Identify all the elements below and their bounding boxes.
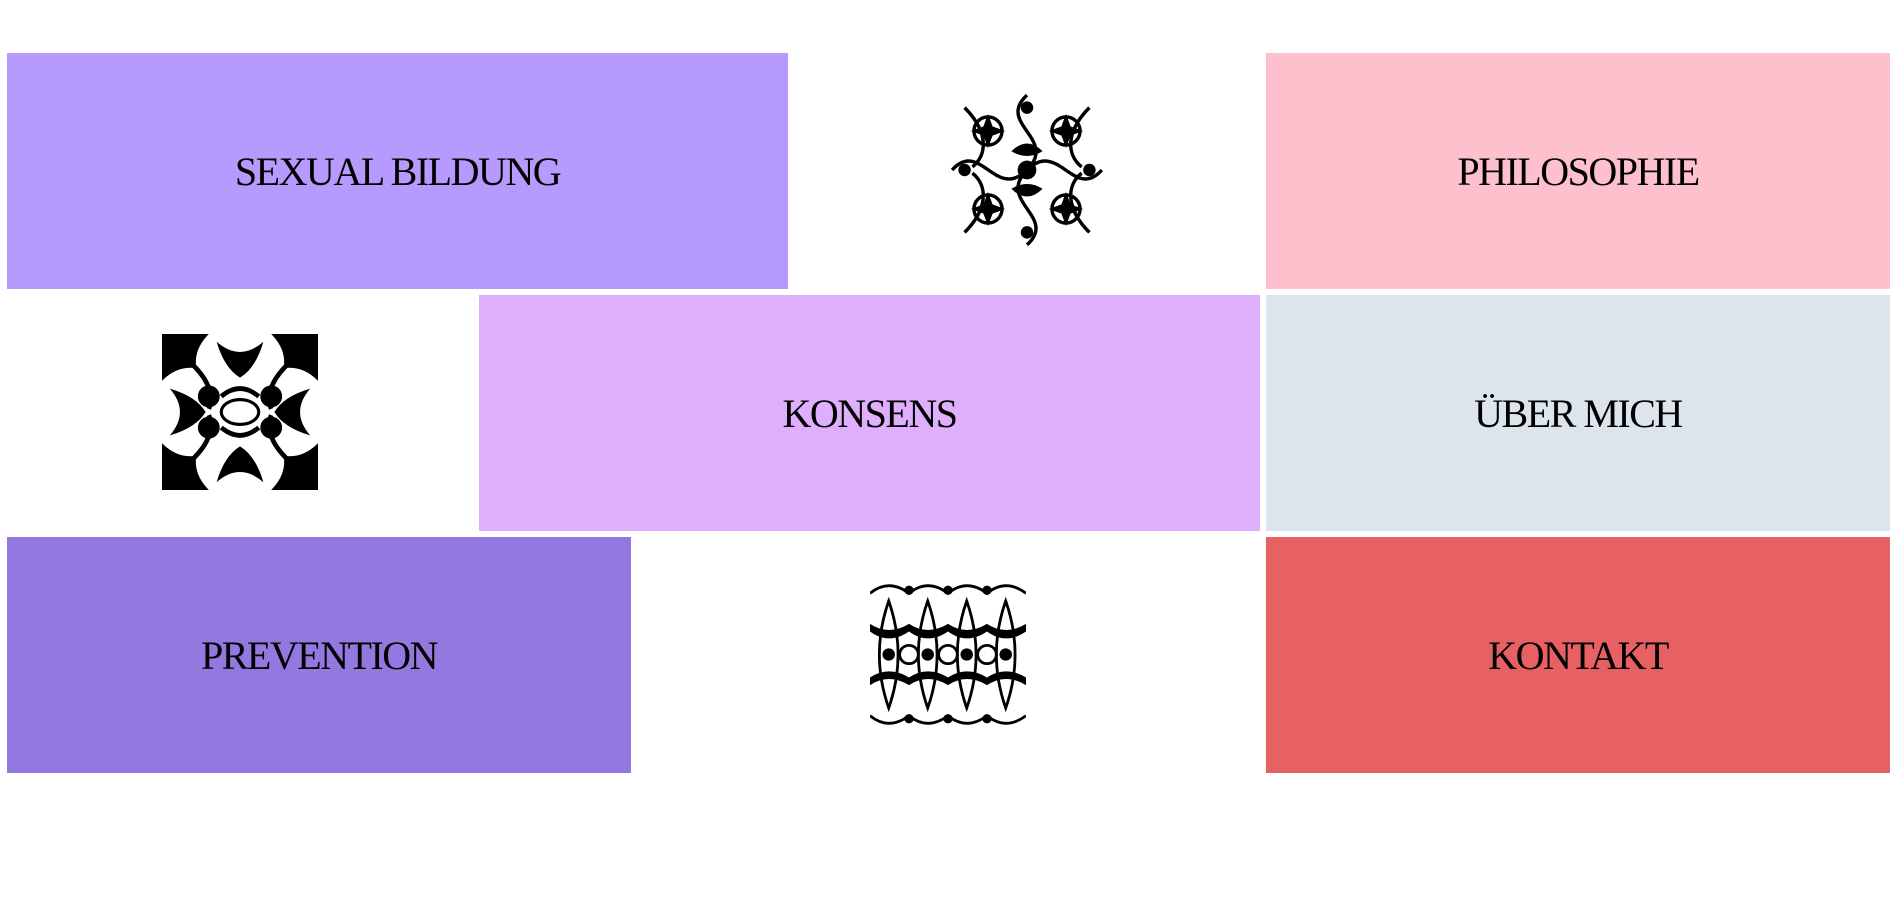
lace-ornament-svg <box>870 578 1026 731</box>
nav-tile-label: PREVENTION <box>200 632 439 678</box>
nav-tile-label: KONSENS <box>782 390 958 436</box>
nav-tile-label: SEXUAL BILDUNG <box>234 148 562 194</box>
nav-tile-label: KONTAKT <box>1488 632 1669 678</box>
lace-ornament-icon <box>870 578 1026 731</box>
baroque-ornament-svg <box>162 334 318 490</box>
floral-ornament-svg <box>949 92 1105 248</box>
nav-tile-sexual-bildung[interactable]: SEXUAL BILDUNG <box>7 53 788 289</box>
nav-tile-prevention[interactable]: PREVENTION <box>7 537 631 773</box>
nav-tile-philosophie[interactable]: PHILOSOPHIE <box>1266 53 1890 289</box>
baroque-ornament-icon <box>162 334 318 490</box>
nav-tile-label: ÜBER MICH <box>1474 390 1683 436</box>
nav-tile-label: PHILOSOPHIE <box>1457 148 1700 194</box>
nav-tile-konsens[interactable]: KONSENS <box>479 295 1260 531</box>
nav-tile-ueber-mich[interactable]: ÜBER MICH <box>1266 295 1890 531</box>
floral-ornament-icon <box>949 92 1105 248</box>
nav-tile-kontakt[interactable]: KONTAKT <box>1266 537 1890 773</box>
